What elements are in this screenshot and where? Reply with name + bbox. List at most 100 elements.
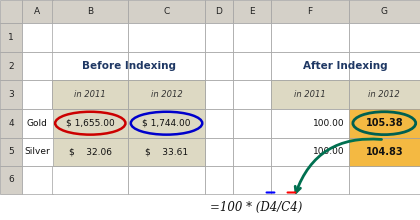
Bar <box>205 138 233 166</box>
Bar <box>128 52 205 80</box>
Text: $    32.06: $ 32.06 <box>69 147 112 156</box>
Bar <box>349 138 420 166</box>
Bar <box>22 138 52 166</box>
Bar <box>0 80 22 109</box>
Bar <box>233 109 271 138</box>
Bar <box>233 0 271 23</box>
Bar <box>52 80 128 109</box>
Bar <box>349 23 420 52</box>
Bar <box>128 138 205 166</box>
Text: E: E <box>249 7 255 16</box>
Text: 100.00: 100.00 <box>313 147 344 156</box>
Text: 2: 2 <box>8 62 14 70</box>
Bar <box>349 138 420 166</box>
Bar <box>205 109 233 138</box>
Text: After Indexing: After Indexing <box>303 61 388 71</box>
Text: $ 1,655.00: $ 1,655.00 <box>66 119 115 128</box>
Bar <box>0 166 22 194</box>
Bar <box>349 109 420 138</box>
Bar <box>52 109 128 138</box>
Bar <box>128 80 205 109</box>
Text: Silver: Silver <box>24 147 50 156</box>
Bar <box>128 23 205 52</box>
Bar <box>233 80 271 109</box>
Text: 1: 1 <box>8 33 14 42</box>
Text: in 2011: in 2011 <box>294 90 326 99</box>
Bar <box>22 138 52 166</box>
Bar <box>205 23 233 52</box>
Bar <box>271 138 349 166</box>
Text: 4: 4 <box>8 119 14 128</box>
Text: 6: 6 <box>8 175 14 184</box>
Text: Before Indexing: Before Indexing <box>82 61 176 71</box>
Bar <box>52 52 128 80</box>
Text: Gold: Gold <box>27 119 47 128</box>
Text: in 2012: in 2012 <box>151 90 182 99</box>
Bar <box>128 80 205 109</box>
Text: B: B <box>87 7 93 16</box>
Bar <box>271 23 349 52</box>
Text: in 2011: in 2011 <box>74 90 106 99</box>
Bar <box>0 52 22 80</box>
Bar <box>52 166 128 194</box>
Bar <box>205 52 233 80</box>
Bar <box>205 80 233 109</box>
Bar <box>0 0 22 23</box>
Bar <box>271 138 349 166</box>
Text: in 2012: in 2012 <box>368 90 400 99</box>
Bar <box>349 80 420 109</box>
Bar <box>271 80 349 109</box>
Bar <box>22 0 52 23</box>
Text: D: D <box>215 7 223 16</box>
Bar <box>22 52 52 80</box>
Text: $ 1,744.00: $ 1,744.00 <box>142 119 191 128</box>
Bar <box>22 166 52 194</box>
Bar <box>233 138 271 166</box>
Text: 105.38: 105.38 <box>365 118 403 128</box>
Bar <box>128 138 205 166</box>
Bar <box>349 80 420 109</box>
Bar <box>52 138 128 166</box>
Text: C: C <box>163 7 170 16</box>
Bar <box>0 138 22 166</box>
Bar <box>22 109 52 138</box>
Bar <box>0 23 22 52</box>
Bar <box>128 109 205 138</box>
Text: G: G <box>381 7 388 16</box>
Bar <box>128 109 205 138</box>
Bar <box>52 0 128 23</box>
Bar <box>349 52 420 80</box>
Bar <box>0 109 22 138</box>
Bar <box>128 0 205 23</box>
Bar <box>271 109 349 138</box>
Text: 5: 5 <box>8 147 14 156</box>
Bar <box>233 23 271 52</box>
Bar <box>52 109 128 138</box>
Text: 3: 3 <box>8 90 14 99</box>
Bar <box>205 0 233 23</box>
Bar <box>349 166 420 194</box>
Bar <box>271 109 349 138</box>
Text: 104.83: 104.83 <box>365 147 403 157</box>
Text: $    33.61: $ 33.61 <box>145 147 188 156</box>
Bar <box>52 80 128 109</box>
Bar <box>271 0 349 23</box>
Bar <box>233 52 271 80</box>
Bar <box>233 166 271 194</box>
Bar <box>271 52 349 80</box>
Bar <box>271 80 349 109</box>
Text: =100 * (D4/C4): =100 * (D4/C4) <box>210 201 302 214</box>
Bar <box>349 109 420 138</box>
Bar <box>52 138 128 166</box>
Bar <box>22 109 52 138</box>
Bar <box>52 23 128 52</box>
Text: 100.00: 100.00 <box>313 119 344 128</box>
Bar <box>22 23 52 52</box>
Bar <box>271 166 349 194</box>
Text: F: F <box>307 7 312 16</box>
Bar <box>128 166 205 194</box>
Bar <box>349 0 420 23</box>
Bar <box>22 80 52 109</box>
Bar <box>205 166 233 194</box>
Text: A: A <box>34 7 40 16</box>
